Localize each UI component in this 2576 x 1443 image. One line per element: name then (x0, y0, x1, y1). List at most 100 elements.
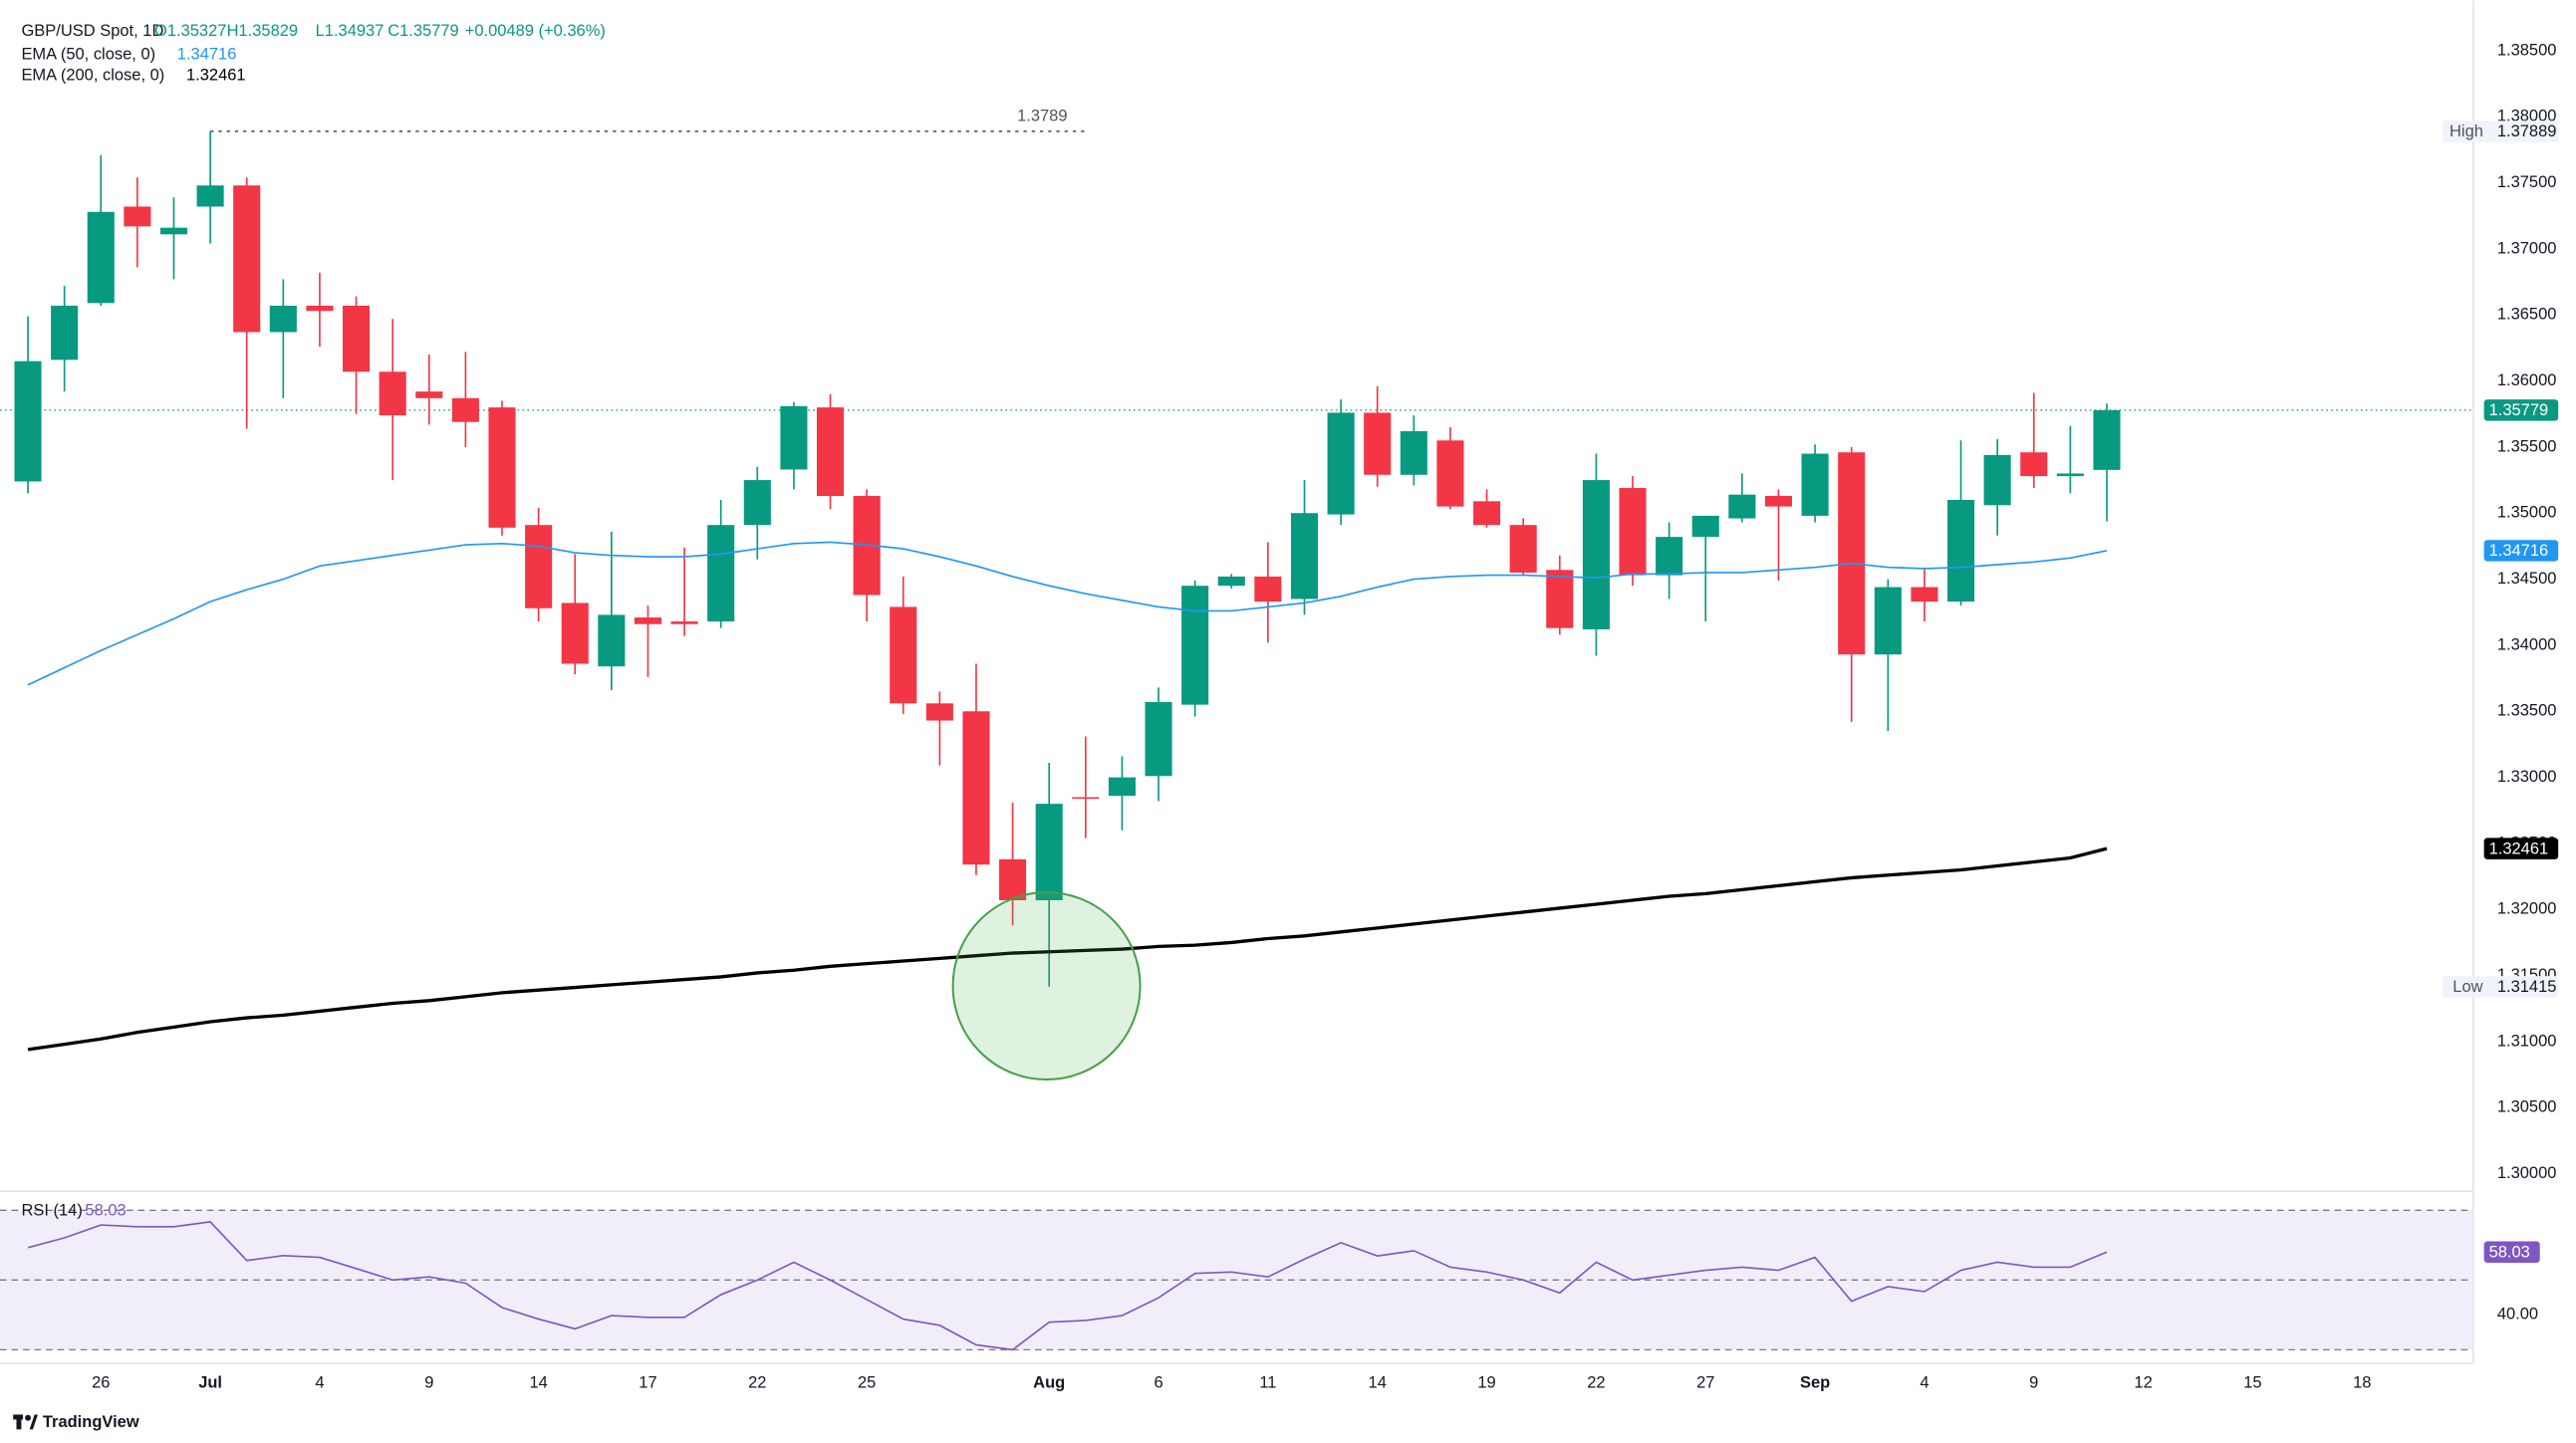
candle-body (1946, 499, 1975, 602)
candle-body (1436, 440, 1464, 507)
candle-body (1656, 537, 1683, 576)
x-tick-label: 4 (315, 1374, 324, 1392)
y-tick-label: 1.35000 (2497, 504, 2557, 522)
y-tick-label: 1.38500 (2497, 41, 2557, 59)
ema-line (27, 846, 2108, 1052)
last-price-label-box (2483, 399, 2559, 421)
candle-body (1072, 797, 1100, 800)
x-tick-label: Sep (1800, 1374, 1830, 1392)
legend-name: EMA (50, close, 0) (21, 45, 155, 63)
x-tick-label: Aug (1033, 1374, 1065, 1392)
y-tick-label: 1.38000 (2497, 108, 2557, 125)
candle-body (890, 606, 917, 704)
candle-body (1983, 454, 2011, 506)
ohlc-low: L1.34937 (316, 22, 385, 40)
candle-body (1838, 452, 1866, 655)
candle-body (379, 371, 406, 416)
x-tick-label: Jul (198, 1374, 222, 1392)
y-tick-label: 1.34000 (2497, 635, 2557, 653)
candle-body (1911, 587, 1938, 602)
x-tick-label: 17 (639, 1374, 656, 1392)
y-tick-label: 1.37500 (2497, 173, 2557, 191)
candle-body (780, 405, 808, 470)
highlight-circle (951, 891, 1142, 1082)
candle-body (269, 305, 297, 333)
candle-body (1108, 777, 1136, 797)
candle-body (1691, 515, 1719, 538)
candle-body (999, 858, 1027, 900)
candle-body (1400, 430, 1427, 475)
x-tick-label: 12 (2134, 1374, 2152, 1392)
y-tick-label: 1.33500 (2497, 702, 2557, 720)
candle-body (525, 525, 553, 608)
low-value: 1.31415 (2497, 978, 2557, 996)
y-tick-label: 1.36500 (2497, 306, 2557, 324)
ema-price-label: 1.34716 (2489, 542, 2549, 560)
candle-body (1181, 586, 1209, 705)
logo-part (29, 1414, 38, 1430)
rsi-line (27, 1221, 2108, 1351)
candle-body (598, 614, 626, 667)
ema-price-label: 1.32461 (2489, 840, 2549, 857)
candle-body (1217, 576, 1245, 587)
candle-body (2020, 452, 2048, 477)
x-tick-label: 14 (1369, 1374, 1387, 1392)
legend-value: 1.32461 (186, 67, 246, 85)
candle-body (1035, 804, 1063, 900)
x-tick-label: 22 (748, 1374, 766, 1392)
brand-name: TradingView (43, 1413, 139, 1431)
y-tick-label: 1.37000 (2497, 239, 2557, 257)
candle-body (488, 407, 516, 528)
rsi-legend-value: 58.03 (85, 1201, 126, 1219)
candle-body (451, 397, 479, 422)
y-tick-label: 1.35500 (2497, 437, 2557, 455)
candle-body (1728, 494, 1756, 519)
candle-body (2093, 409, 2121, 470)
logo-part (25, 1414, 32, 1421)
low-marker: Low (2452, 978, 2482, 996)
last-price-label: 1.35779 (2489, 401, 2549, 419)
candle-body (2056, 473, 2084, 477)
plot-layer: 26 Jul 4 9 14 17 22 25 Aug 6 11 14 19 22 27 Sep 4 9 12 15 18… (0, 41, 2557, 1392)
candle-body (1582, 480, 1610, 630)
x-tick-label: 18 (2353, 1374, 2371, 1392)
candle-body (707, 525, 735, 622)
candle-body (159, 227, 188, 235)
y-tick-label: 1.33000 (2497, 768, 2557, 786)
overlay-layer: EMA (50, close, 0) 1.34716 1.34716 EMA (200… (21, 45, 2559, 1263)
candle-body (343, 305, 371, 372)
candle-body (1327, 412, 1355, 515)
ema-price-label-box (2483, 540, 2559, 562)
x-tick-label: 26 (92, 1374, 110, 1392)
candle-body (87, 211, 115, 304)
candle-body (1364, 412, 1392, 475)
candle-body (1473, 501, 1501, 526)
ema-line (27, 541, 2108, 686)
y-tick-label: 1.34500 (2497, 570, 2557, 588)
annotation-label: 1.3789 (1017, 107, 1067, 124)
x-tick-label: 4 (1920, 1374, 1929, 1392)
x-tick-label: 6 (1154, 1374, 1162, 1392)
low-marker-box (2443, 976, 2558, 998)
candle-body (1619, 488, 1647, 576)
candle-body (1254, 576, 1282, 602)
x-tick-label: 22 (1587, 1374, 1605, 1392)
candle-body (561, 602, 589, 664)
x-tick-label: 14 (529, 1374, 547, 1392)
y-tick-label: 1.32000 (2497, 900, 2557, 918)
x-tick-label: 27 (1696, 1374, 1714, 1392)
candle-body (51, 305, 79, 361)
branding: TradingView (13, 1413, 139, 1431)
rsi-legend-name: RSI (14) (21, 1201, 82, 1219)
candle-body (962, 711, 990, 865)
high-value: 1.37889 (2497, 122, 2557, 140)
candle-body (1764, 496, 1793, 507)
y-tick-label: 1.31000 (2497, 1032, 2557, 1050)
symbol-title: GBP/USD Spot, 1D (21, 22, 163, 40)
candle-body (816, 407, 845, 497)
candle-body (14, 361, 42, 482)
y-tick-label: 1.36000 (2497, 371, 2557, 389)
